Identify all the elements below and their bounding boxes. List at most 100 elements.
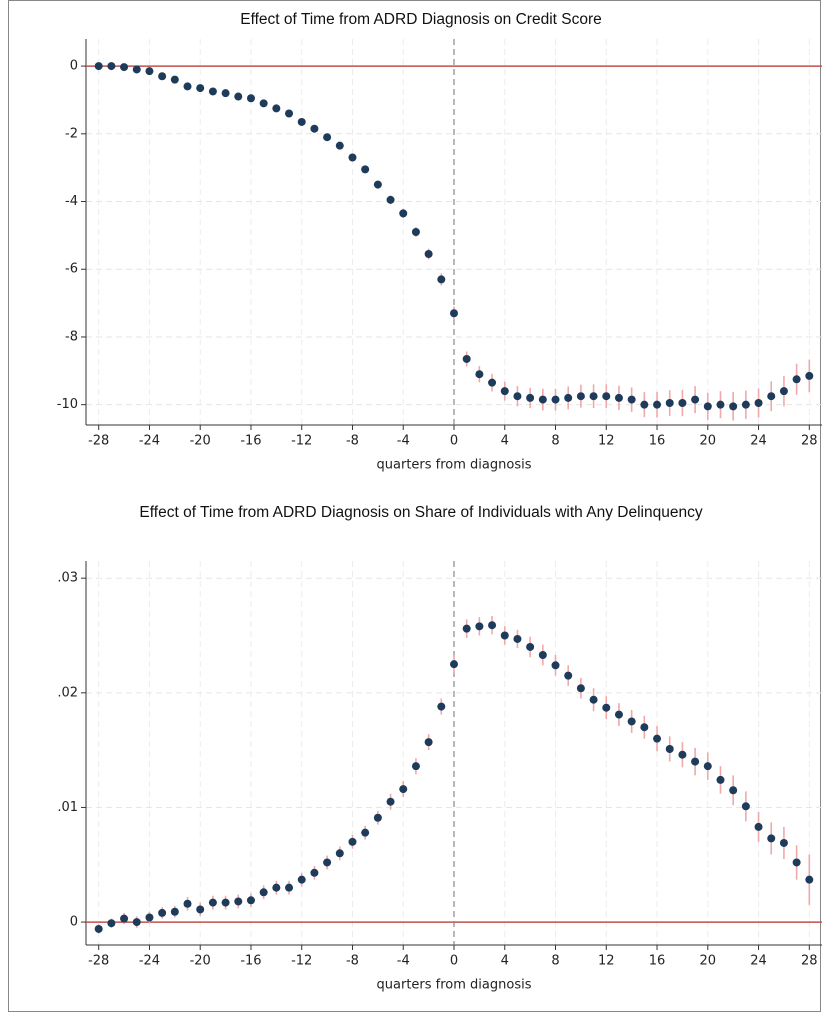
- point: [208, 87, 217, 96]
- point: [411, 228, 420, 236]
- point: [513, 392, 522, 401]
- point: [373, 180, 382, 189]
- point: [361, 828, 370, 837]
- chart-title: Effect of Time from ADRD Diagnosis on Sh…: [139, 504, 702, 521]
- x-tick-label: 24: [750, 434, 767, 449]
- x-tick-label: 12: [598, 434, 615, 449]
- x-tick-label: 24: [750, 954, 767, 969]
- point: [691, 395, 700, 404]
- point: [310, 868, 319, 877]
- point: [640, 400, 649, 409]
- point: [285, 109, 294, 118]
- point: [450, 660, 458, 669]
- x-tick-label: -20: [190, 954, 211, 969]
- point: [424, 738, 433, 747]
- point: [462, 624, 471, 633]
- point: [564, 671, 573, 680]
- point: [145, 67, 154, 76]
- y-tick-label: -8: [65, 329, 78, 344]
- point: [500, 387, 509, 396]
- point: [703, 762, 712, 771]
- point: [779, 838, 788, 847]
- x-tick-label: 16: [649, 954, 666, 969]
- point: [538, 395, 547, 404]
- point: [653, 734, 662, 743]
- point: [703, 402, 712, 411]
- point: [221, 898, 230, 907]
- point: [158, 72, 167, 81]
- point: [614, 393, 623, 402]
- point: [170, 75, 179, 84]
- point: [94, 924, 103, 933]
- point: [729, 786, 738, 795]
- chart-title: Effect of Time from ADRD Diagnosis on Cr…: [240, 11, 602, 28]
- point: [627, 717, 636, 726]
- y-tick-label: -6: [65, 262, 78, 277]
- point: [741, 802, 750, 811]
- point: [805, 875, 814, 884]
- point: [767, 392, 776, 401]
- point: [246, 896, 255, 905]
- point: [132, 65, 141, 74]
- x-tick-label: 16: [649, 434, 666, 449]
- point: [691, 757, 700, 766]
- point: [310, 124, 319, 133]
- point: [754, 822, 763, 831]
- x-tick-label: -12: [291, 434, 312, 449]
- point: [754, 398, 763, 407]
- x-tick-label: -4: [397, 954, 410, 969]
- x-tick-label: 12: [598, 954, 615, 969]
- point: [373, 813, 382, 822]
- point: [361, 165, 370, 174]
- point: [488, 378, 497, 387]
- x-tick-label: -4: [397, 434, 410, 449]
- y-tick-label: .01: [57, 800, 78, 815]
- y-tick-label: .02: [57, 685, 78, 700]
- point: [285, 883, 294, 892]
- point: [259, 888, 268, 897]
- point: [678, 398, 687, 407]
- point: [729, 402, 738, 411]
- x-tick-label: -16: [240, 434, 261, 449]
- y-tick-label: -10: [57, 397, 78, 412]
- point: [348, 153, 357, 162]
- point: [246, 94, 255, 103]
- x-tick-label: -24: [139, 434, 160, 449]
- point: [120, 914, 129, 923]
- point: [386, 797, 395, 806]
- point: [234, 92, 243, 101]
- x-tick-label: -24: [139, 954, 160, 969]
- point: [678, 750, 687, 759]
- point: [399, 209, 408, 218]
- point: [602, 703, 611, 712]
- point: [335, 141, 344, 150]
- point: [741, 400, 750, 409]
- y-tick-label: -2: [65, 126, 78, 141]
- point: [221, 89, 230, 98]
- point: [653, 400, 662, 409]
- x-tick-label: -12: [291, 954, 312, 969]
- point: [183, 899, 192, 908]
- point: [450, 309, 458, 318]
- y-tick-label: -4: [65, 194, 78, 209]
- point: [792, 858, 801, 867]
- point: [132, 918, 141, 927]
- point: [259, 99, 268, 108]
- point: [183, 82, 192, 91]
- point: [107, 62, 116, 71]
- point: [614, 710, 623, 719]
- point: [424, 250, 433, 259]
- point: [411, 762, 420, 771]
- point: [513, 634, 522, 643]
- x-axis-label: quarters from diagnosis: [377, 458, 532, 473]
- point: [526, 642, 535, 651]
- x-tick-label: 0: [450, 434, 458, 449]
- x-tick-label: -28: [88, 434, 109, 449]
- x-tick-label: -16: [240, 954, 261, 969]
- point: [120, 63, 129, 72]
- x-tick-label: 8: [551, 434, 559, 449]
- point: [589, 695, 598, 704]
- point: [196, 84, 205, 93]
- x-tick-label: -28: [88, 954, 109, 969]
